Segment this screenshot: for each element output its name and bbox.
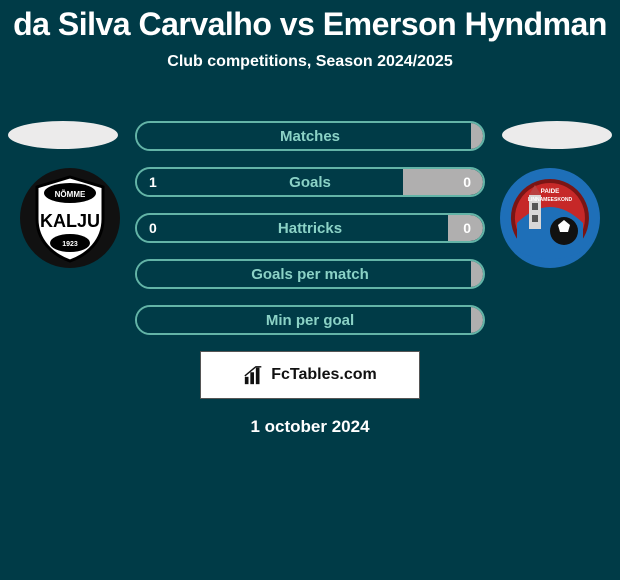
page-subtitle: Club competitions, Season 2024/2025 bbox=[0, 53, 620, 71]
barchart-icon bbox=[243, 364, 265, 386]
paide-crest: PAIDE LINNAMEESKOND bbox=[500, 168, 600, 268]
player-left-name-badge bbox=[8, 121, 118, 149]
stat-label: Goals bbox=[137, 169, 483, 195]
kalju-crest: NÕMME KALJU 1923 bbox=[20, 168, 120, 268]
player-right-name-badge bbox=[502, 121, 612, 149]
svg-text:LINNAMEESKOND: LINNAMEESKOND bbox=[528, 197, 573, 203]
svg-text:1923: 1923 bbox=[62, 241, 78, 248]
stat-label: Hattricks bbox=[137, 215, 483, 241]
stat-row: Goals per match bbox=[135, 259, 485, 289]
date-label: 1 october 2024 bbox=[0, 417, 620, 437]
svg-text:KALJU: KALJU bbox=[40, 211, 100, 231]
stat-row: 0 Hattricks 0 bbox=[135, 213, 485, 243]
stat-label: Min per goal bbox=[137, 307, 483, 333]
svg-text:NÕMME: NÕMME bbox=[55, 190, 86, 199]
club-right-logo: PAIDE LINNAMEESKOND bbox=[500, 168, 600, 268]
stat-label: Matches bbox=[137, 123, 483, 149]
svg-text:PAIDE: PAIDE bbox=[541, 188, 560, 195]
shield-icon: PAIDE LINNAMEESKOND bbox=[507, 175, 593, 261]
source-badge: FcTables.com bbox=[200, 351, 420, 399]
source-label: FcTables.com bbox=[271, 366, 377, 384]
stat-row: Min per goal bbox=[135, 305, 485, 335]
comparison-area: NÕMME KALJU 1923 PAIDE LINNAMEESKOND bbox=[0, 91, 620, 437]
stat-row: 1 Goals 0 bbox=[135, 167, 485, 197]
stat-row: Matches bbox=[135, 121, 485, 151]
stats-list: Matches 1 Goals 0 0 Hattricks 0 Goals pe… bbox=[135, 91, 485, 335]
page-title: da Silva Carvalho vs Emerson Hyndman bbox=[0, 0, 620, 43]
club-left-logo: NÕMME KALJU 1923 bbox=[20, 168, 120, 268]
stat-label: Goals per match bbox=[137, 261, 483, 287]
shield-icon: NÕMME KALJU 1923 bbox=[31, 173, 109, 263]
